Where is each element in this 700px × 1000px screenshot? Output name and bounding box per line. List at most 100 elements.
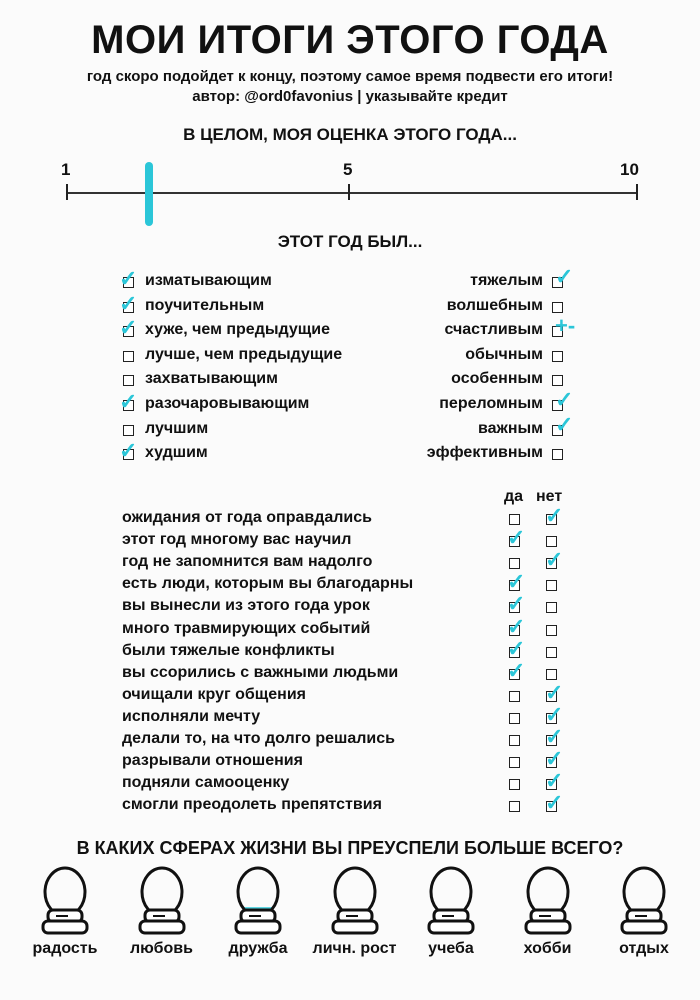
no-checkbox[interactable] [546,514,557,525]
rating-marker[interactable] [145,162,154,226]
check-mark: ✓ [119,438,138,464]
check-mark: ✓ [119,266,138,291]
question-label: делали то, на что долго решались [122,730,395,747]
snow-globe-icon[interactable] [132,866,192,936]
yes-checkbox[interactable] [509,735,520,746]
option-label: тяжелым [470,272,543,289]
no-checkbox[interactable] [546,646,557,658]
check-mark: ✓ [545,679,564,705]
sphere-label: дружба [228,940,288,957]
option-label: лучшим [145,419,209,437]
option-label: худшим [145,444,208,462]
no-checkbox[interactable] [546,757,557,769]
question-label: есть люди, которым вы благодарны [122,575,414,593]
no-checkbox[interactable] [546,712,557,724]
yes-checkbox[interactable] [509,757,520,769]
option-label: захватывающим [145,370,278,388]
checkbox[interactable] [552,277,563,288]
no-checkbox[interactable] [546,558,557,570]
no-checkbox[interactable] [546,668,557,680]
checkbox[interactable] [123,449,134,461]
yes-checkbox[interactable] [509,514,520,525]
option-label: хуже, чем предыдущие [145,321,331,339]
no-checkbox[interactable] [546,580,557,592]
no-checkbox[interactable] [546,602,557,614]
tick-max [636,184,638,200]
question-label: вы вынесли из этого года урок [122,597,370,615]
option-label: обычным [465,345,543,363]
checkbox[interactable] [123,326,134,338]
option-label: счастливым [444,321,543,339]
check-mark: ✓ [545,547,564,573]
question-label: год не запомнится вам надолго [122,553,373,571]
no-checkbox[interactable] [546,690,557,702]
checkbox[interactable] [123,277,134,288]
subtitle: год скоро подойдет к концу, поэтому само… [86,68,614,85]
checkbox[interactable] [123,301,134,313]
tick-min [66,184,68,200]
option-label: волшебным [446,296,543,314]
spheres-heading: В КАКИХ СФЕРАХ ЖИЗНИ ВЫ ПРЕУСПЕЛИ БОЛЬШЕ… [76,838,624,858]
page-title: МОИ ИТОГИ ЭТОГО ГОДА [91,18,609,62]
snow-globe-icon[interactable] [421,866,481,936]
checkbox[interactable] [552,326,563,338]
yes-checkbox[interactable] [509,602,520,614]
check-mark: ✓ [545,701,564,727]
check-mark: ✓ [555,411,574,437]
option-label: изматывающим [145,272,272,289]
author-credit: автор: @ord0favonius | указывайте кредит [192,88,508,105]
question-label: вы ссорились с важными людьми [122,663,399,681]
checkbox[interactable] [123,375,134,387]
checkbox[interactable] [552,301,563,313]
check-mark: ✓ [555,264,574,289]
checkbox[interactable] [552,449,563,461]
snow-globe-icon[interactable] [228,866,288,936]
no-header: нет [536,488,563,505]
checkbox[interactable] [123,400,134,411]
no-checkbox[interactable] [546,779,557,791]
yes-checkbox[interactable] [509,712,520,724]
checkbox[interactable] [552,424,563,436]
check-mark: ✓ [545,503,564,528]
check-mark: ✓ [119,290,138,316]
snow-globe-icon[interactable] [614,866,674,936]
check-mark: ✓ [119,389,138,414]
checkbox[interactable] [552,400,563,411]
no-checkbox[interactable] [546,735,557,746]
checkbox[interactable] [552,375,563,387]
sphere-label: радость [32,940,98,957]
tick-mid [348,184,350,200]
yes-checkbox[interactable] [509,690,520,702]
no-checkbox[interactable] [546,536,557,548]
checkbox[interactable] [123,424,134,436]
option-label: особенным [451,370,543,388]
yes-checkbox[interactable] [509,668,520,680]
check-mark: ✓ [545,746,564,772]
snow-globe-icon[interactable] [325,866,385,936]
checkbox[interactable] [552,350,563,362]
yes-checkbox[interactable] [509,536,520,548]
no-checkbox[interactable] [546,624,557,636]
snow-globe-icon[interactable] [35,866,95,936]
yes-header: да [504,488,524,505]
question-label: разрывали отношения [122,752,303,770]
yes-checkbox[interactable] [509,624,520,636]
checkbox[interactable] [123,350,134,362]
yes-checkbox[interactable] [509,580,520,592]
yes-checkbox[interactable] [509,558,520,570]
scale-label-mid: 5 [343,160,353,179]
sphere-label: учеба [428,940,474,957]
option-label: переломным [439,395,543,412]
yes-checkbox[interactable] [509,801,520,813]
question-label: подняли самооценку [122,774,290,792]
yes-checkbox[interactable] [509,646,520,658]
yes-checkbox[interactable] [509,779,520,791]
sphere-label: отдых [619,940,669,957]
check-mark: ✓ [555,387,574,412]
snow-globe-icon[interactable] [518,866,578,936]
option-label: лучше, чем предыдущие [145,345,343,363]
check-mark: ✓ [545,724,564,749]
question-label: очищали круг общения [122,685,307,703]
no-checkbox[interactable] [546,801,557,813]
